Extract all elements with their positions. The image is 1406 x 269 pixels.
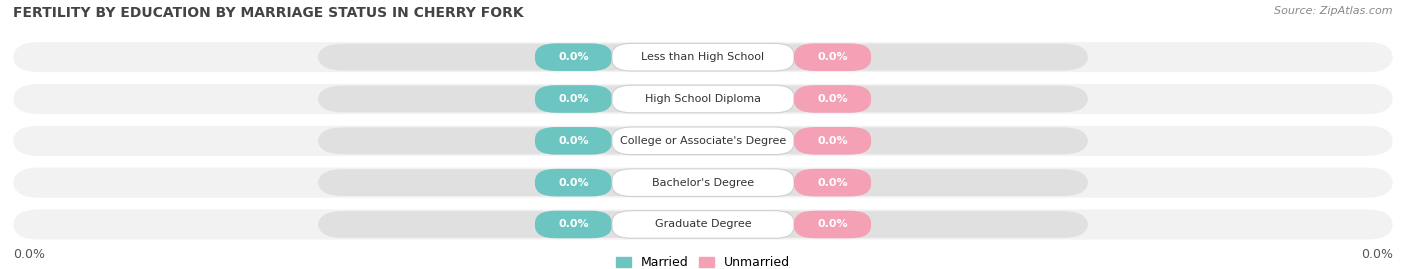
FancyBboxPatch shape <box>318 128 1088 154</box>
FancyBboxPatch shape <box>13 126 1393 156</box>
FancyBboxPatch shape <box>534 127 612 155</box>
FancyBboxPatch shape <box>13 168 1393 198</box>
FancyBboxPatch shape <box>534 85 612 113</box>
Text: 0.0%: 0.0% <box>817 178 848 188</box>
FancyBboxPatch shape <box>13 210 1393 240</box>
FancyBboxPatch shape <box>794 169 872 196</box>
Text: 0.0%: 0.0% <box>13 248 45 261</box>
FancyBboxPatch shape <box>794 85 872 113</box>
FancyBboxPatch shape <box>13 84 1393 114</box>
Text: 0.0%: 0.0% <box>817 52 848 62</box>
Text: 0.0%: 0.0% <box>817 220 848 229</box>
FancyBboxPatch shape <box>794 211 872 238</box>
FancyBboxPatch shape <box>318 86 1088 112</box>
Text: Source: ZipAtlas.com: Source: ZipAtlas.com <box>1274 6 1393 16</box>
Text: 0.0%: 0.0% <box>558 94 589 104</box>
Legend: Married, Unmarried: Married, Unmarried <box>616 256 790 269</box>
Text: Bachelor's Degree: Bachelor's Degree <box>652 178 754 188</box>
Text: 0.0%: 0.0% <box>558 220 589 229</box>
Text: College or Associate's Degree: College or Associate's Degree <box>620 136 786 146</box>
FancyBboxPatch shape <box>534 211 612 238</box>
FancyBboxPatch shape <box>13 42 1393 72</box>
FancyBboxPatch shape <box>612 169 794 196</box>
Text: Less than High School: Less than High School <box>641 52 765 62</box>
Text: 0.0%: 0.0% <box>1361 248 1393 261</box>
Text: 0.0%: 0.0% <box>817 94 848 104</box>
Text: FERTILITY BY EDUCATION BY MARRIAGE STATUS IN CHERRY FORK: FERTILITY BY EDUCATION BY MARRIAGE STATU… <box>13 6 524 20</box>
Text: Graduate Degree: Graduate Degree <box>655 220 751 229</box>
FancyBboxPatch shape <box>794 43 872 71</box>
Text: 0.0%: 0.0% <box>558 178 589 188</box>
FancyBboxPatch shape <box>612 211 794 238</box>
FancyBboxPatch shape <box>794 127 872 155</box>
FancyBboxPatch shape <box>318 169 1088 196</box>
FancyBboxPatch shape <box>534 169 612 196</box>
FancyBboxPatch shape <box>612 43 794 71</box>
FancyBboxPatch shape <box>318 211 1088 238</box>
FancyBboxPatch shape <box>534 43 612 71</box>
Text: High School Diploma: High School Diploma <box>645 94 761 104</box>
FancyBboxPatch shape <box>612 127 794 155</box>
Text: 0.0%: 0.0% <box>558 52 589 62</box>
Text: 0.0%: 0.0% <box>558 136 589 146</box>
FancyBboxPatch shape <box>318 44 1088 70</box>
FancyBboxPatch shape <box>612 85 794 113</box>
Text: 0.0%: 0.0% <box>817 136 848 146</box>
